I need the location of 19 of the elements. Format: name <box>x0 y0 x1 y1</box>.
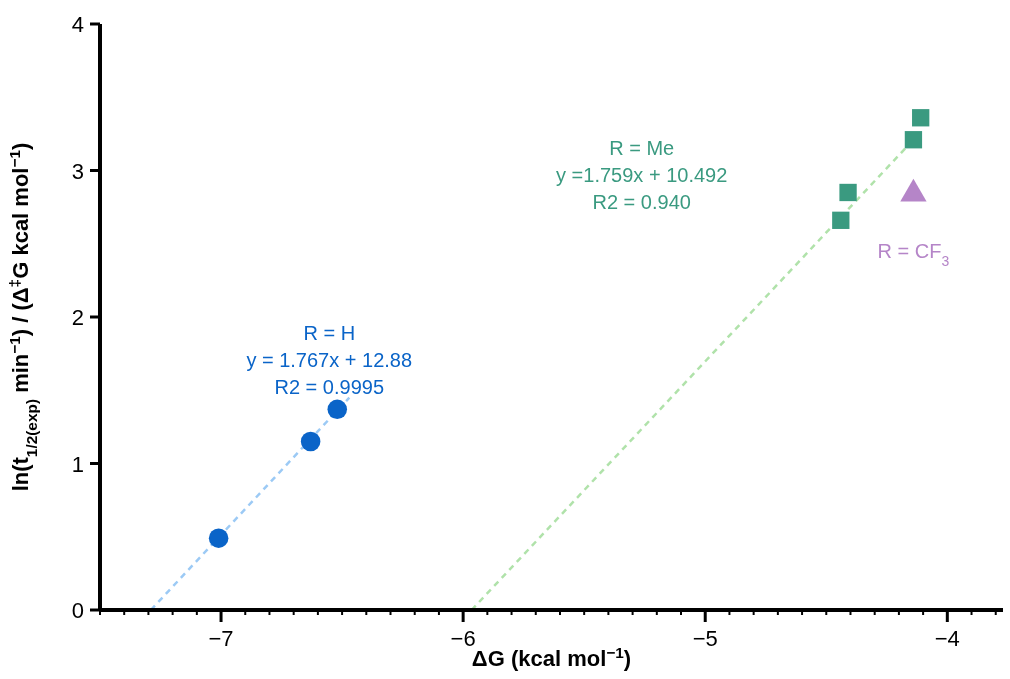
point <box>832 211 850 229</box>
annotation: R = CF$_{3}$ <box>877 239 950 269</box>
point <box>300 431 321 452</box>
point <box>904 131 923 149</box>
y-tick-label: 3 <box>71 158 84 184</box>
x-tick-label: −6 <box>450 626 476 651</box>
point <box>912 109 930 127</box>
annotation: R = Me y =1.759x + 10.492 R2 = 0.940 <box>556 136 728 213</box>
y-tick-label: 1 <box>71 451 84 477</box>
y-tick-label: 4 <box>71 12 84 37</box>
x-tick-label: −4 <box>934 626 960 651</box>
point <box>839 183 857 202</box>
annotation: R = H y = 1.767x + 12.88 R2 = 0.9995 <box>246 322 413 399</box>
x-tick-label: −7 <box>208 626 234 651</box>
point <box>327 399 348 420</box>
x-tick-label: −5 <box>692 626 718 651</box>
y-tick-label: 0 <box>71 598 84 623</box>
point <box>208 528 229 548</box>
y-tick-label: 2 <box>71 305 84 330</box>
